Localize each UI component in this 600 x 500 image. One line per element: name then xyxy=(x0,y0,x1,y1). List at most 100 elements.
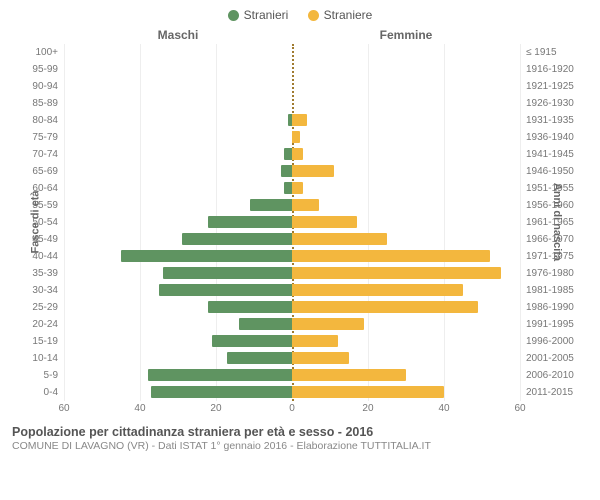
bar-female xyxy=(292,233,387,245)
age-tick: 35-39 xyxy=(32,268,58,279)
bar-female xyxy=(292,250,490,262)
x-tick: 40 xyxy=(438,403,449,414)
age-tick: 65-69 xyxy=(32,166,58,177)
bar-female xyxy=(292,318,364,330)
legend-item-male: Stranieri xyxy=(228,8,289,22)
age-row: 20-241991-1995 xyxy=(64,316,520,333)
half-male xyxy=(64,61,292,78)
half-female xyxy=(292,197,520,214)
bar-female xyxy=(292,369,406,381)
half-female xyxy=(292,95,520,112)
age-row: 65-691946-1950 xyxy=(64,163,520,180)
age-tick: 100+ xyxy=(35,47,58,58)
gridline xyxy=(520,44,521,401)
birth-tick: 2006-2010 xyxy=(526,370,574,381)
legend-swatch-female xyxy=(308,10,319,21)
x-tick: 20 xyxy=(210,403,221,414)
half-male xyxy=(64,163,292,180)
plot-area: Fasce di età Anni di nascita 100+≤ 19159… xyxy=(10,44,590,401)
bar-female xyxy=(292,165,334,177)
birth-tick: 1956-1960 xyxy=(526,200,574,211)
age-tick: 40-44 xyxy=(32,251,58,262)
bar-male xyxy=(212,335,292,347)
half-female xyxy=(292,163,520,180)
half-male xyxy=(64,333,292,350)
bar-female xyxy=(292,386,444,398)
bar-female xyxy=(292,131,300,143)
bar-male xyxy=(148,369,292,381)
age-row: 25-291986-1990 xyxy=(64,299,520,316)
birth-tick: 1921-1925 xyxy=(526,81,574,92)
birth-tick: 1981-1985 xyxy=(526,285,574,296)
footer-title: Popolazione per cittadinanza straniera p… xyxy=(12,425,588,439)
column-title-female: Femmine xyxy=(380,28,433,42)
rows-container: 100+≤ 191595-991916-192090-941921-192585… xyxy=(64,44,520,401)
x-tick: 60 xyxy=(58,403,69,414)
half-male xyxy=(64,197,292,214)
half-male xyxy=(64,350,292,367)
half-female xyxy=(292,350,520,367)
age-row: 90-941921-1925 xyxy=(64,78,520,95)
age-tick: 75-79 xyxy=(32,132,58,143)
age-row: 40-441971-1975 xyxy=(64,248,520,265)
x-axis: 6040200204060 xyxy=(64,401,520,419)
bar-male xyxy=(159,284,292,296)
age-row: 60-641951-1955 xyxy=(64,180,520,197)
birth-tick: 1916-1920 xyxy=(526,64,574,75)
legend-item-female: Straniere xyxy=(308,8,373,22)
legend: Stranieri Straniere xyxy=(10,8,590,24)
half-female xyxy=(292,231,520,248)
half-female xyxy=(292,282,520,299)
bar-female xyxy=(292,352,349,364)
x-tick: 20 xyxy=(362,403,373,414)
birth-tick: 1986-1990 xyxy=(526,302,574,313)
half-male xyxy=(64,214,292,231)
age-row: 70-741941-1945 xyxy=(64,146,520,163)
half-male xyxy=(64,146,292,163)
age-row: 55-591956-1960 xyxy=(64,197,520,214)
half-male xyxy=(64,44,292,61)
half-male xyxy=(64,282,292,299)
bar-female xyxy=(292,284,463,296)
bar-female xyxy=(292,335,338,347)
bar-male xyxy=(281,165,292,177)
age-tick: 85-89 xyxy=(32,98,58,109)
x-tick: 0 xyxy=(289,403,295,414)
half-male xyxy=(64,180,292,197)
age-tick: 10-14 xyxy=(32,353,58,364)
half-male xyxy=(64,265,292,282)
birth-tick: 2001-2005 xyxy=(526,353,574,364)
half-female xyxy=(292,146,520,163)
age-row: 30-341981-1985 xyxy=(64,282,520,299)
age-row: 95-991916-1920 xyxy=(64,61,520,78)
birth-tick: 1941-1945 xyxy=(526,149,574,160)
bar-male xyxy=(151,386,292,398)
age-row: 0-42011-2015 xyxy=(64,384,520,401)
age-tick: 50-54 xyxy=(32,217,58,228)
age-tick: 20-24 xyxy=(32,319,58,330)
birth-tick: 1971-1975 xyxy=(526,251,574,262)
age-tick: 60-64 xyxy=(32,183,58,194)
age-row: 10-142001-2005 xyxy=(64,350,520,367)
age-row: 80-841931-1935 xyxy=(64,112,520,129)
age-tick: 55-59 xyxy=(32,200,58,211)
bar-male xyxy=(284,182,292,194)
age-row: 100+≤ 1915 xyxy=(64,44,520,61)
half-female xyxy=(292,265,520,282)
birth-tick: 1936-1940 xyxy=(526,132,574,143)
age-tick: 25-29 xyxy=(32,302,58,313)
bar-male xyxy=(239,318,292,330)
half-female xyxy=(292,299,520,316)
chart-footer: Popolazione per cittadinanza straniera p… xyxy=(10,425,590,452)
half-female xyxy=(292,367,520,384)
bar-female xyxy=(292,148,303,160)
half-female xyxy=(292,129,520,146)
bar-male xyxy=(284,148,292,160)
column-title-male: Maschi xyxy=(158,28,199,42)
age-tick: 5-9 xyxy=(44,370,58,381)
bar-male xyxy=(163,267,292,279)
bar-female xyxy=(292,182,303,194)
age-tick: 30-34 xyxy=(32,285,58,296)
bar-female xyxy=(292,267,501,279)
bar-male xyxy=(121,250,292,262)
